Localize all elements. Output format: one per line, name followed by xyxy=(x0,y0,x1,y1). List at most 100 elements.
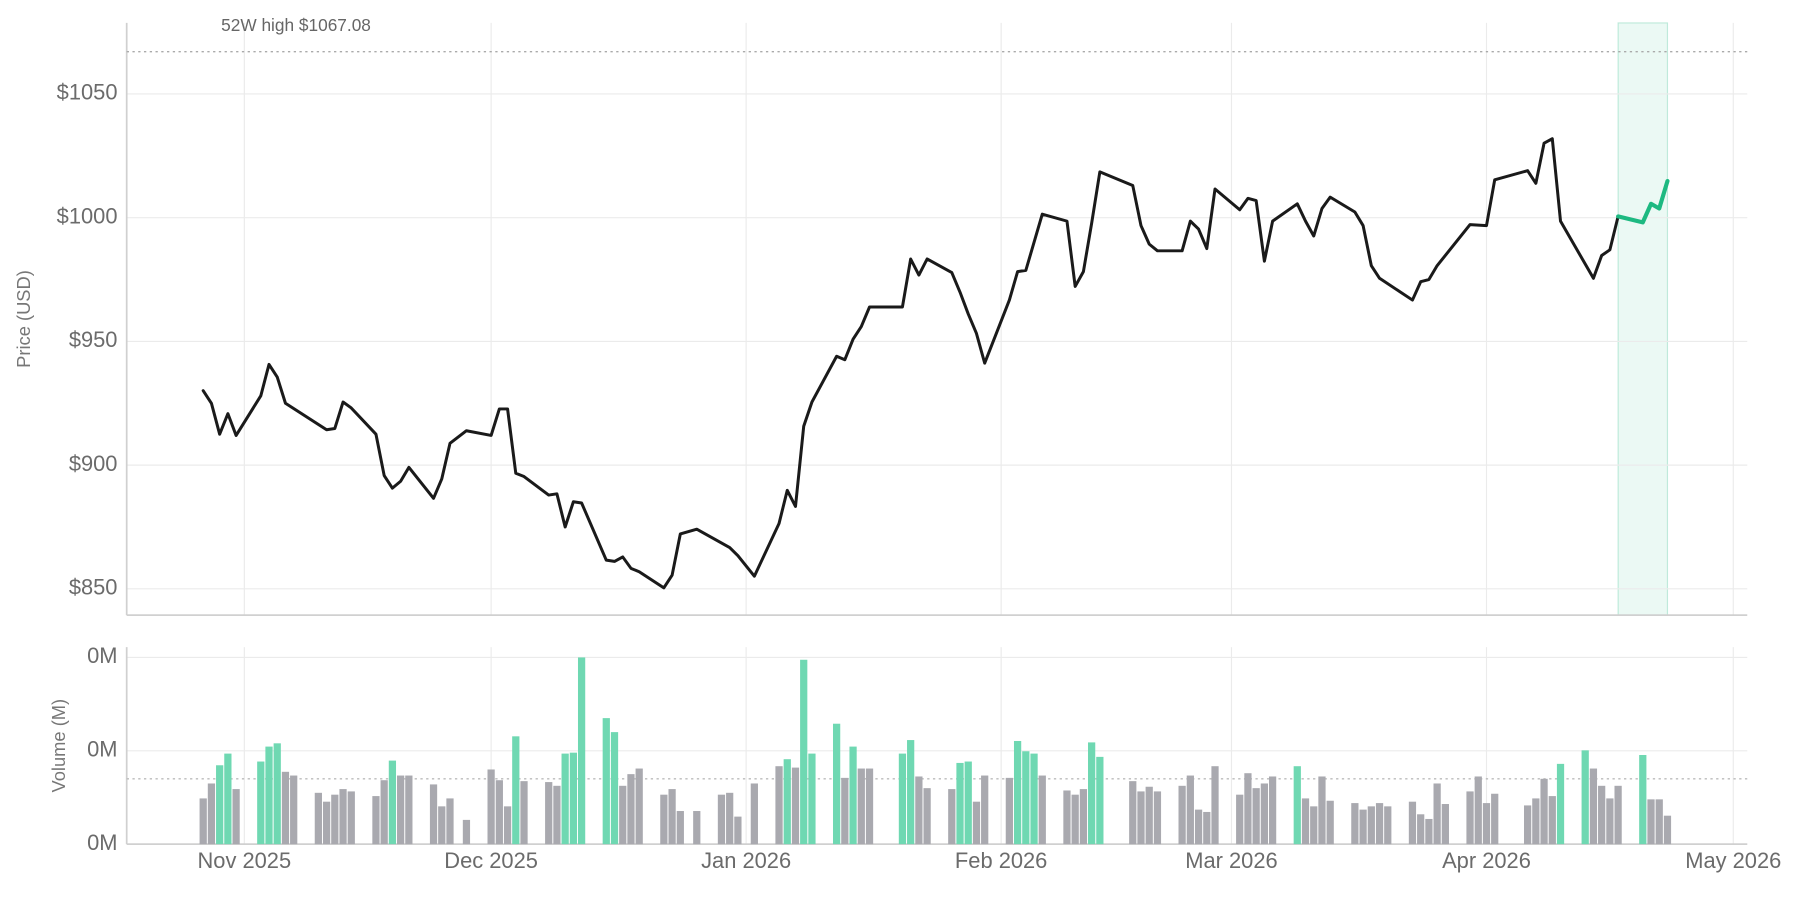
price-line xyxy=(1616,178,1670,225)
y-tick-label: $1050 xyxy=(57,80,118,105)
volume-bar xyxy=(610,732,619,845)
volume-bar xyxy=(232,789,240,845)
volume-bar xyxy=(380,780,388,845)
volume-bar xyxy=(832,723,841,845)
volume-bar xyxy=(438,806,446,845)
volume-bar xyxy=(1063,790,1071,845)
volume-bar xyxy=(1647,799,1655,845)
volume-bar xyxy=(347,791,355,845)
volume-bar xyxy=(948,789,956,845)
volume-bar xyxy=(898,753,907,845)
volume-bar xyxy=(569,752,577,845)
volume-bar xyxy=(857,768,865,845)
x-tick-label: Apr 2026 xyxy=(1442,848,1531,873)
volume-bar xyxy=(1178,785,1186,845)
volume-bar xyxy=(1523,805,1532,845)
volume-bar xyxy=(1491,793,1499,845)
volume-bar xyxy=(1359,809,1367,845)
volume-bar xyxy=(1441,804,1449,845)
volume-bar xyxy=(1606,798,1614,845)
volume-bar xyxy=(956,762,964,845)
volume-bar xyxy=(207,783,216,845)
volume-bar xyxy=(577,657,586,845)
price-line xyxy=(201,137,1620,590)
volume-bar xyxy=(495,780,503,845)
y-tick-label: 0M xyxy=(87,643,117,668)
volume-bar xyxy=(487,769,495,845)
volume-bar xyxy=(1310,806,1318,845)
y-tick-label: $950 xyxy=(69,327,118,352)
x-tick-label: Jan 2026 xyxy=(701,848,791,873)
x-tick-label: Dec 2025 xyxy=(444,848,538,873)
volume-bar xyxy=(1096,756,1104,845)
volume-bar xyxy=(602,718,610,845)
y-tick-label: 0M xyxy=(87,830,117,855)
volume-bar xyxy=(1252,788,1260,845)
volume-bar xyxy=(1581,750,1589,845)
x-tick-label: Nov 2025 xyxy=(198,848,292,873)
y-axis-title: Price (USD) xyxy=(13,270,34,368)
volume-bar xyxy=(1071,794,1079,845)
y-axis-title: Volume (M) xyxy=(48,699,69,793)
volume-bar xyxy=(1425,818,1433,845)
volume-bar xyxy=(1367,806,1375,845)
volume-bar xyxy=(1145,786,1153,845)
volume-bar xyxy=(635,768,643,845)
volume-bar xyxy=(503,806,512,845)
volume-bar xyxy=(865,768,874,845)
volume-bar xyxy=(800,659,808,845)
volume-bar xyxy=(1598,785,1606,845)
volume-bar xyxy=(273,743,281,845)
volume-bar xyxy=(1351,803,1359,845)
volume-bar xyxy=(717,794,726,845)
volume-bar xyxy=(1639,754,1647,845)
highlight-band xyxy=(1617,22,1669,616)
volume-bar xyxy=(545,782,553,845)
volume-bar xyxy=(1022,751,1030,845)
volume-bar xyxy=(216,765,224,845)
volume-bar xyxy=(553,785,561,845)
volume-bar xyxy=(693,811,701,845)
volume-bar xyxy=(783,759,791,845)
volume-bar xyxy=(668,789,676,845)
y-tick-label: 0M xyxy=(87,737,117,762)
volume-bar xyxy=(397,775,405,845)
volume-bar xyxy=(199,798,207,845)
volume-bar xyxy=(734,816,742,845)
volume-bar xyxy=(1589,768,1598,845)
volume-bar xyxy=(1194,809,1203,845)
volume-bar xyxy=(1326,800,1334,845)
volume-bar xyxy=(1013,740,1022,845)
volume-bar xyxy=(1244,773,1252,845)
volume-bar xyxy=(964,761,972,845)
volume-bar xyxy=(1482,803,1491,845)
volume-bar xyxy=(808,753,816,845)
volume-bar xyxy=(1614,785,1622,845)
volume-bar xyxy=(750,783,758,845)
y-tick-label: $850 xyxy=(69,575,118,600)
volume-bar xyxy=(676,811,684,845)
volume-bar xyxy=(1236,794,1244,845)
volume-bar xyxy=(429,784,438,845)
volume-bar xyxy=(314,792,322,845)
volume-bar xyxy=(1137,791,1145,845)
volume-bar xyxy=(907,740,915,845)
volume-bar xyxy=(512,736,520,845)
volume-bar xyxy=(1005,777,1013,845)
volume-bar xyxy=(446,798,454,845)
volume-bar xyxy=(775,766,783,845)
volume-bar xyxy=(660,794,668,845)
volume-bar xyxy=(972,801,981,845)
x-tick-label: Feb 2026 xyxy=(955,848,1047,873)
volume-bar xyxy=(1153,791,1162,845)
volume-bar xyxy=(627,774,635,845)
x-tick-label: May 2026 xyxy=(1685,848,1781,873)
volume-bar xyxy=(1038,775,1046,845)
volume-bar xyxy=(841,777,849,845)
volume-bar xyxy=(1318,776,1326,845)
volume-bar xyxy=(520,781,528,845)
volume-bar xyxy=(1417,814,1425,845)
